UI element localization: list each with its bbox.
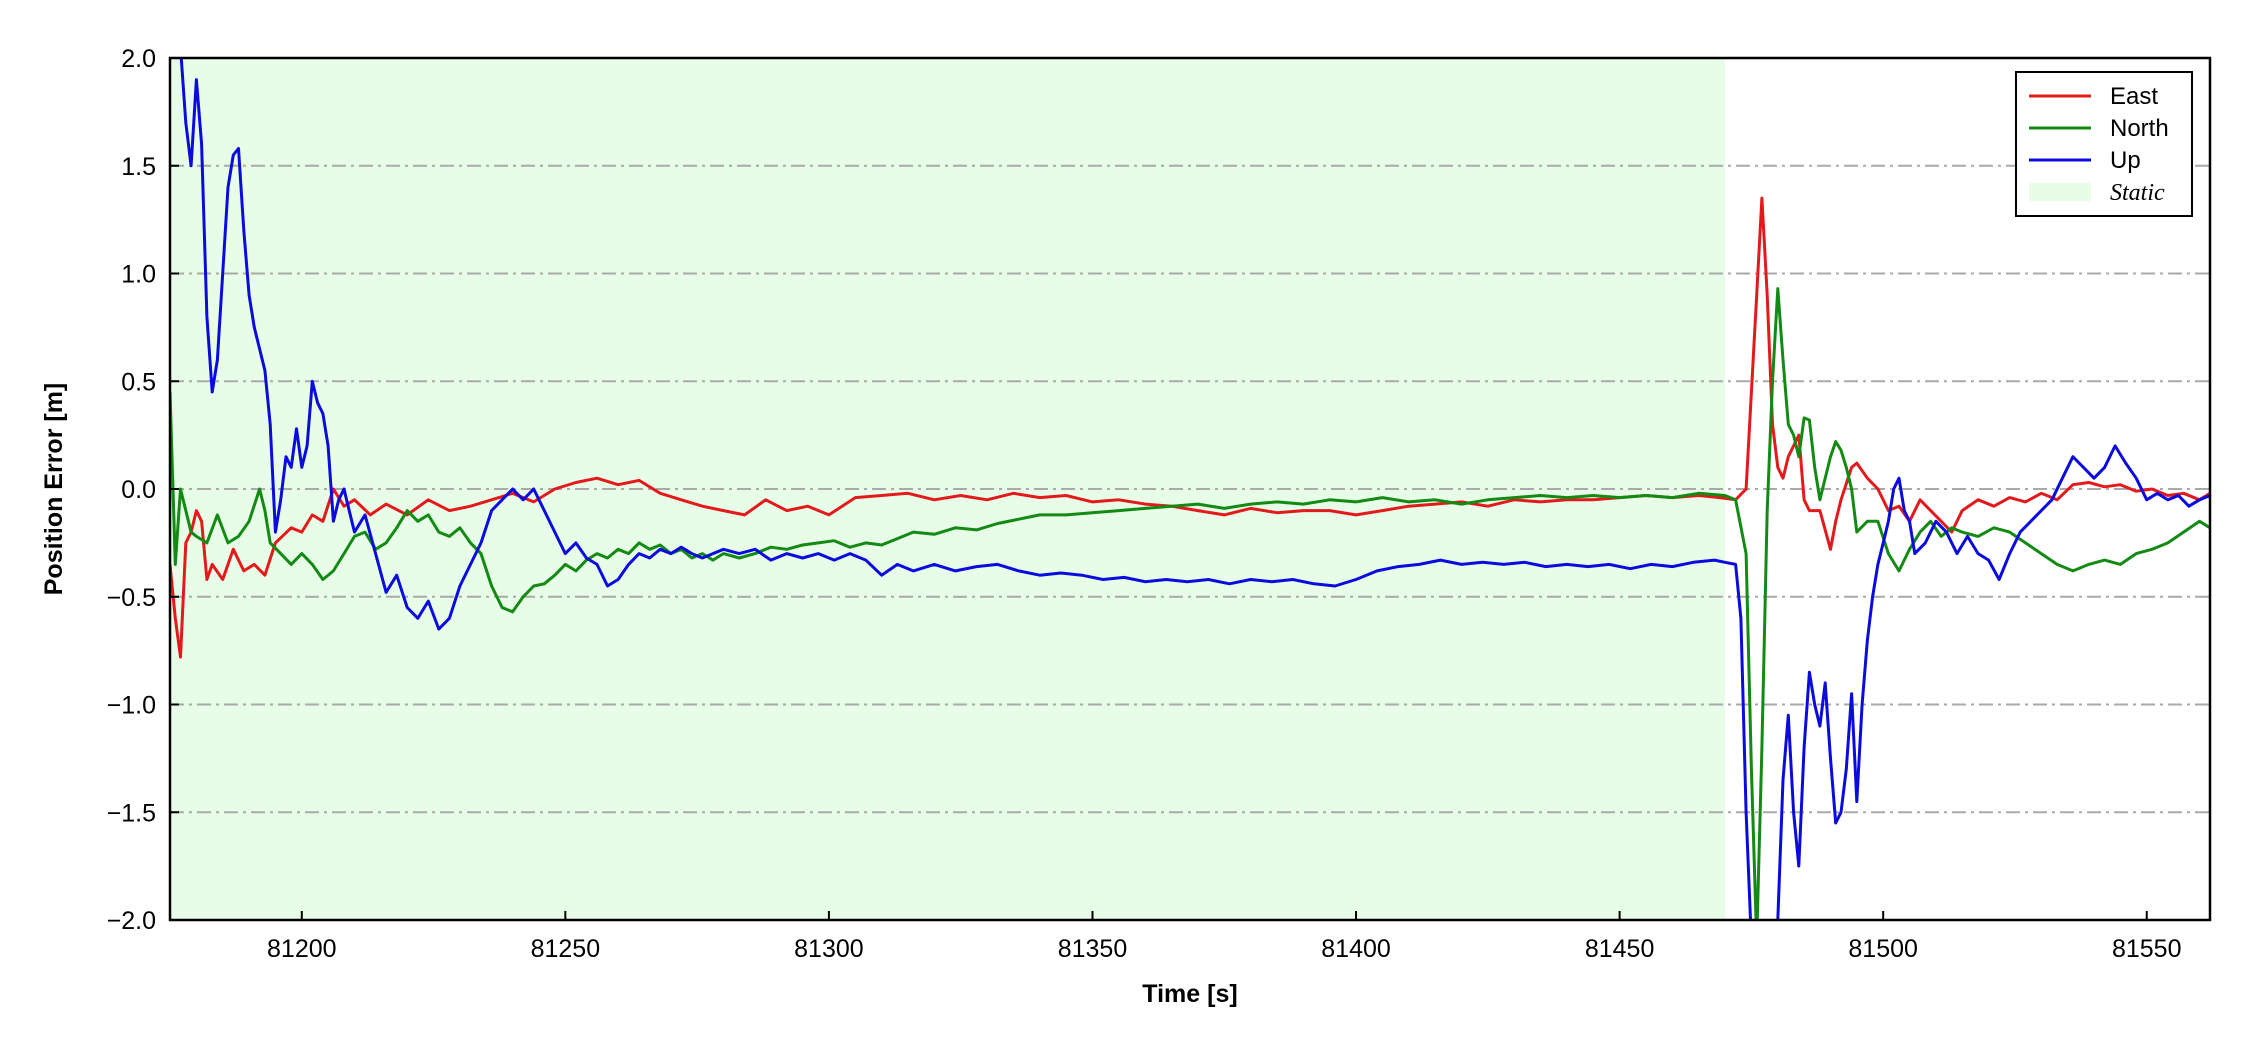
- y-tick-label-7: −1.5: [107, 799, 156, 827]
- series-line-up: [179, 58, 2210, 920]
- series-lines: [170, 58, 2210, 920]
- y-axis-title: Position Error [m]: [40, 383, 68, 596]
- legend-label-up: Up: [2110, 147, 2141, 174]
- y-tick-label-0: 2.0: [121, 45, 156, 73]
- y-tick-label-5: −0.5: [107, 584, 156, 612]
- x-tick-label-3: 81350: [1058, 935, 1128, 963]
- y-tick-label-8: −2.0: [107, 907, 156, 935]
- x-tick-label-7: 81550: [2112, 935, 2182, 963]
- x-tick-label-6: 81500: [1848, 935, 1918, 963]
- x-tick-label-4: 81400: [1321, 935, 1391, 963]
- x-tick-label-1: 81250: [531, 935, 601, 963]
- grid: [170, 164, 2210, 814]
- x-axis-title: Time [s]: [1142, 980, 1237, 1008]
- y-tick-label-1: 1.5: [121, 153, 156, 181]
- legend-label-static: Static: [2110, 180, 2165, 206]
- axis-ticks: 81200 81250 81300 81350 81400 81450 81500 81550…: [107, 45, 2182, 963]
- x-tick-label-5: 81450: [1585, 935, 1655, 963]
- legend-swatch-static: [2029, 183, 2091, 201]
- y-tick-label-6: −1.0: [107, 692, 156, 720]
- x-tick-label-2: 81300: [794, 935, 864, 963]
- y-tick-label-2: 1.0: [121, 261, 156, 289]
- y-tick-label-4: 0.0: [121, 476, 156, 504]
- series-line-east: [170, 196, 2210, 659]
- legend: East North Up Static: [2015, 71, 2193, 217]
- x-tick-label-0: 81200: [267, 935, 337, 963]
- series-line-north: [170, 287, 2210, 920]
- legend-label-east: East: [2110, 83, 2158, 110]
- y-tick-label-3: 0.5: [121, 368, 156, 396]
- legend-label-north: North: [2110, 115, 2169, 142]
